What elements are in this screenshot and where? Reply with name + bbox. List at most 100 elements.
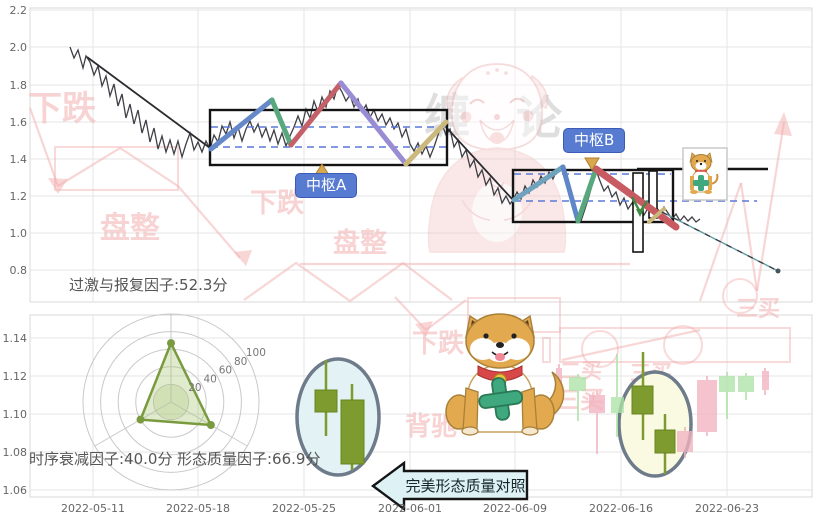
chan-stroke (575, 166, 599, 224)
watermark-circle (722, 278, 758, 314)
projection-line-alt (661, 211, 779, 272)
watermark-line (425, 299, 467, 331)
pivot-b-label: 中枢B (563, 128, 626, 153)
candle-olive (654, 414, 676, 474)
watermark-line (755, 121, 786, 292)
candle-olive (631, 352, 654, 440)
radar-tick-label: 80 (234, 356, 247, 368)
note-arrow-shape (370, 460, 529, 512)
x-tick-label: 2022-06-09 (483, 502, 547, 515)
y-tick-bottom: 1.08 (3, 446, 28, 459)
y-tick-top: 1.8 (10, 79, 28, 92)
candle-green (738, 373, 754, 400)
x-tick-label: 2022-05-25 (272, 502, 336, 515)
chan-stroke (288, 80, 344, 148)
panel-border (29, 7, 813, 303)
chan-stroke (592, 165, 680, 231)
watermark-line (177, 185, 241, 259)
chan-stroke (647, 207, 666, 224)
watermark-arrowhead (415, 321, 433, 337)
pivot-label-pointer (584, 157, 600, 171)
meditating-dog-watermark (427, 63, 567, 253)
y-tick-top: 1.2 (10, 190, 28, 203)
watermark-text: 下跌 (412, 329, 464, 359)
radar-vertex (167, 339, 175, 348)
radar-vertex (206, 421, 215, 430)
x-tick-label: 2022-06-01 (378, 502, 442, 515)
watermark-circle (581, 330, 619, 368)
radar-vertex (136, 415, 145, 424)
candle-green (569, 374, 586, 421)
chan-stroke (403, 119, 449, 167)
watermark-text: 三买 (736, 297, 780, 322)
projection-line (661, 211, 779, 272)
chan-stroke (208, 97, 275, 152)
candle-pink (589, 391, 605, 454)
radar-tick-label: 60 (219, 365, 232, 377)
candle-green (719, 372, 735, 419)
watermark-rect (542, 337, 551, 363)
radar-tick-label: 40 (203, 373, 216, 385)
projection-end-dot (775, 268, 781, 274)
watermark-line (243, 261, 453, 303)
green-mark-arrow (636, 209, 644, 217)
watermark-arrowhead (774, 112, 792, 136)
y-tick-bottom: 1.06 (3, 484, 28, 497)
shiba-dog-illustration (445, 313, 565, 436)
radar-spoke (94, 401, 172, 447)
arrow-label-text: 完美形态质量对照 (405, 477, 526, 495)
candle-pink (677, 427, 693, 458)
x-tick-label: 2022-06-16 (589, 502, 653, 515)
mini-shiba-thumbnail (682, 147, 728, 201)
watermark-line (739, 182, 759, 292)
x-tick-label: 2022-05-11 (61, 502, 125, 515)
y-tick-bottom: 1.14 (3, 332, 28, 345)
radar-polygon (139, 341, 213, 427)
watermark-line (57, 146, 179, 187)
x-tick-label: 2022-05-18 (166, 502, 230, 515)
y-tick-top: 2.2 (10, 4, 28, 17)
watermark-rect (54, 146, 179, 191)
price-chart-layer (69, 46, 781, 274)
watermark-rect (559, 327, 791, 363)
radar-tick-label: 100 (246, 347, 266, 359)
x-tick-label: 2022-06-23 (695, 502, 759, 515)
radar-tick-label: 20 (188, 382, 201, 394)
chan-stroke (511, 164, 566, 203)
candle-olive (314, 360, 338, 436)
y-tick-top: 2.0 (10, 41, 28, 54)
factor-score-top: 过激与报复因子:52.3分 (69, 276, 228, 294)
candle-green (611, 354, 624, 437)
factor-score-left: 时序衰减因子:40.0分 (29, 450, 173, 468)
watermark-line (28, 107, 60, 187)
candle-panel-layer (295, 352, 769, 512)
candle-pink (762, 368, 769, 395)
y-tick-top: 1.0 (10, 227, 28, 240)
y-tick-top: 0.8 (10, 264, 28, 277)
pivot-a-label: 中枢A (295, 173, 358, 198)
chan-stroke (269, 97, 294, 148)
pivot-box (208, 108, 449, 167)
watermark-arrowhead (48, 178, 68, 194)
watermark-text: 盘整 (100, 211, 160, 246)
watermark-arrowhead (234, 250, 252, 266)
chan-stroke (560, 164, 581, 224)
y-tick-top: 1.6 (10, 116, 28, 129)
watermark-line (561, 328, 701, 362)
watermark-circle (663, 325, 703, 365)
chan-stroke (338, 80, 409, 167)
axis-ticks: 2.2 2.0 1.8 1.6 1.4 1.2 1.0 0.8 1.14 1.12 1.10 1.08… (3, 4, 759, 515)
candle-pink (697, 376, 717, 436)
watermark-text: 盘整 (333, 227, 387, 259)
y-tick-bottom: 1.12 (3, 370, 28, 383)
trend-line (444, 125, 514, 201)
candle-olive (340, 384, 365, 470)
y-tick-top: 1.4 (10, 153, 28, 166)
watermark-text: 下跌 (28, 89, 96, 129)
trend-line (86, 56, 211, 149)
y-tick-bottom: 1.10 (3, 408, 28, 421)
highlight-ellipse (617, 370, 693, 478)
factor-score-right: 形态质量因子:66.9分 (177, 450, 321, 468)
